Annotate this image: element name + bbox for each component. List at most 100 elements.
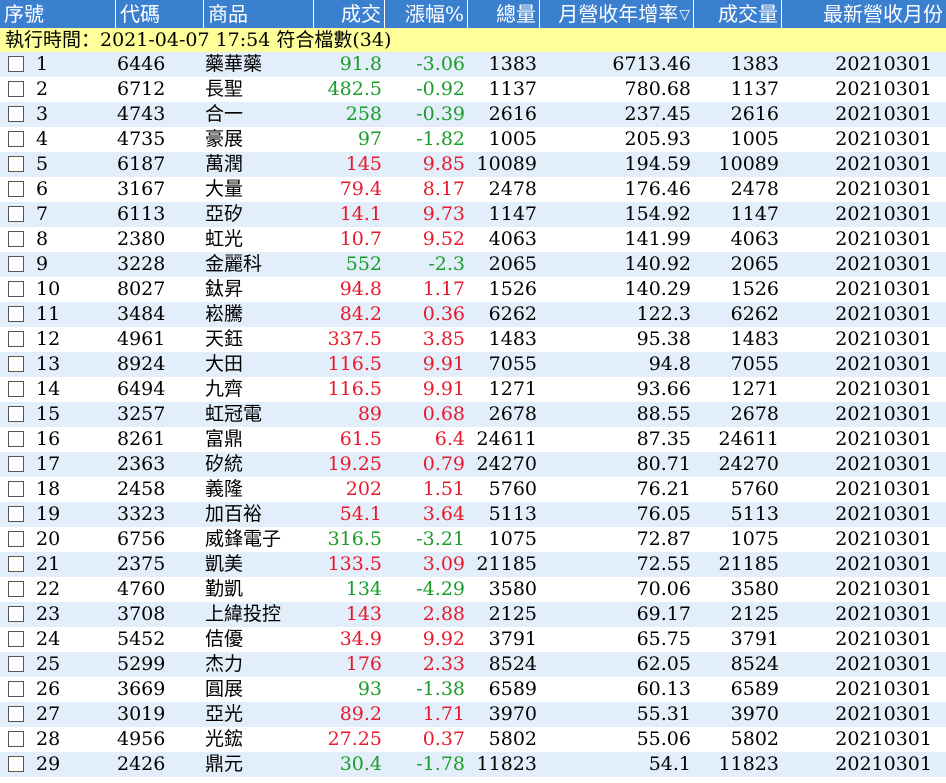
row-latest-month: 20210301 (835, 103, 932, 125)
row-volume: 6589 (488, 678, 537, 700)
row-trade-volume: 1137 (730, 78, 779, 100)
table-row[interactable]: 11 3484 崧騰 84.2 0.36 6262 122.3 6262 20210301 (0, 302, 946, 327)
table-row[interactable]: 3 4743 合一 258 -0.39 2616 237.45 2616 20210301 (0, 102, 946, 127)
row-checkbox[interactable] (8, 731, 24, 747)
table-row[interactable]: 19 3323 加百裕 54.1 3.64 5113 76.05 5113 20210301 (0, 502, 946, 527)
row-checkbox[interactable] (8, 531, 24, 547)
table-row[interactable]: 18 2458 義隆 202 1.51 5760 76.21 5760 20210301 (0, 477, 946, 502)
row-price: 97 (357, 128, 382, 150)
row-checkbox[interactable] (8, 431, 24, 447)
row-checkbox[interactable] (8, 356, 24, 372)
row-revenue-growth: 94.8 (648, 353, 691, 375)
row-revenue-growth: 60.13 (636, 678, 691, 700)
row-checkbox[interactable] (8, 206, 24, 222)
row-price: 94.8 (339, 278, 382, 300)
table-row[interactable]: 24 5452 佶優 34.9 9.92 3791 65.75 3791 20210301 (0, 627, 946, 652)
header-change[interactable]: 漲幅% (385, 0, 468, 28)
row-checkbox[interactable] (8, 56, 24, 72)
table-row[interactable]: 13 8924 大田 116.5 9.91 7055 94.8 7055 20210301 (0, 352, 946, 377)
row-checkbox[interactable] (8, 156, 24, 172)
table-row[interactable]: 12 4961 天鈺 337.5 3.85 1483 95.38 1483 20210301 (0, 327, 946, 352)
table-row[interactable]: 22 4760 勤凱 134 -4.29 3580 70.06 3580 20210301 (0, 577, 946, 602)
row-checkbox[interactable] (8, 506, 24, 522)
header-latest-month[interactable]: 最新營收月份 (782, 0, 946, 28)
row-change: 9.73 (422, 203, 465, 225)
table-row[interactable]: 6 3167 大量 79.4 8.17 2478 176.46 2478 20210301 (0, 177, 946, 202)
table-row[interactable]: 28 4956 光鋐 27.25 0.37 5802 55.06 5802 20210301 (0, 727, 946, 752)
row-checkbox[interactable] (8, 456, 24, 472)
row-latest-month: 20210301 (835, 178, 932, 200)
row-change: 2.88 (422, 603, 465, 625)
table-row[interactable]: 21 2375 凱美 133.5 3.09 21185 72.55 21185 20210301 (0, 552, 946, 577)
row-revenue-growth: 80.71 (636, 453, 691, 475)
table-row[interactable]: 9 3228 金麗科 552 -2.3 2065 140.92 2065 20210301 (0, 252, 946, 277)
row-checkbox[interactable] (8, 131, 24, 147)
header-code-label: 代碼 (120, 2, 160, 26)
row-checkbox[interactable] (8, 631, 24, 647)
row-code: 3669 (117, 678, 166, 700)
row-name: 虹冠電 (205, 403, 263, 425)
table-row[interactable]: 8 2380 虹光 10.7 9.52 4063 141.99 4063 20210301 (0, 227, 946, 252)
row-checkbox[interactable] (8, 706, 24, 722)
table-row[interactable]: 14 6494 九齊 116.5 9.91 1271 93.66 1271 20210301 (0, 377, 946, 402)
header-seq[interactable]: 序號 (0, 0, 116, 28)
table-row[interactable]: 2 6712 長聖 482.5 -0.92 1137 780.68 1137 20210301 (0, 77, 946, 102)
row-checkbox[interactable] (8, 406, 24, 422)
row-volume: 24611 (476, 428, 537, 450)
table-row[interactable]: 4 4735 豪展 97 -1.82 1005 205.93 1005 20210301 (0, 127, 946, 152)
row-volume: 3970 (488, 703, 537, 725)
table-row[interactable]: 25 5299 杰力 176 2.33 8524 62.05 8524 20210301 (0, 652, 946, 677)
header-trade-volume[interactable]: 成交量 (694, 0, 782, 28)
row-name: 光鋐 (205, 728, 244, 750)
row-checkbox[interactable] (8, 481, 24, 497)
header-code[interactable]: 代碼 (116, 0, 204, 28)
row-name: 九齊 (205, 378, 244, 400)
row-name: 大田 (205, 353, 244, 375)
row-checkbox[interactable] (8, 556, 24, 572)
table-row[interactable]: 5 6187 萬潤 145 9.85 10089 194.59 10089 20210301 (0, 152, 946, 177)
row-trade-volume: 5802 (730, 728, 779, 750)
header-price[interactable]: 成交 (314, 0, 385, 28)
header-name[interactable]: 商品 (204, 0, 314, 28)
table-row[interactable]: 15 3257 虹冠電 89 0.68 2678 88.55 2678 20210301 (0, 402, 946, 427)
row-checkbox[interactable] (8, 381, 24, 397)
row-checkbox[interactable] (8, 681, 24, 697)
table-row[interactable]: 7 6113 亞矽 14.1 9.73 1147 154.92 1147 20210301 (0, 202, 946, 227)
row-checkbox[interactable] (8, 581, 24, 597)
row-checkbox[interactable] (8, 656, 24, 672)
table-row[interactable]: 23 3708 上緯投控 143 2.88 2125 69.17 2125 20210301 (0, 602, 946, 627)
table-row[interactable]: 17 2363 矽統 19.25 0.79 24270 80.71 24270 20210301 (0, 452, 946, 477)
table-row[interactable]: 10 8027 鈦昇 94.8 1.17 1526 140.29 1526 20210301 (0, 277, 946, 302)
row-code: 2458 (117, 478, 166, 500)
row-checkbox[interactable] (8, 181, 24, 197)
header-volume[interactable]: 總量 (468, 0, 540, 28)
row-change: 6.4 (434, 428, 465, 450)
header-revenue-growth[interactable]: 月營收年增率▽ (540, 0, 694, 28)
row-checkbox[interactable] (8, 306, 24, 322)
table-row[interactable]: 27 3019 亞光 89.2 1.71 3970 55.31 3970 20210301 (0, 702, 946, 727)
row-change: 9.52 (422, 228, 465, 250)
row-checkbox[interactable] (8, 231, 24, 247)
table-row[interactable]: 16 8261 富鼎 61.5 6.4 24611 87.35 24611 20210301 (0, 427, 946, 452)
table-row[interactable]: 26 3669 圓展 93 -1.38 6589 60.13 6589 20210301 (0, 677, 946, 702)
table-row[interactable]: 20 6756 威鋒電子 316.5 -3.21 1075 72.87 1075 2021030… (0, 527, 946, 552)
header-price-label: 成交 (341, 2, 381, 26)
row-volume: 1137 (488, 78, 537, 100)
row-trade-volume: 2678 (730, 403, 779, 425)
row-volume: 2616 (488, 103, 537, 125)
row-checkbox[interactable] (8, 256, 24, 272)
row-checkbox[interactable] (8, 756, 24, 772)
row-trade-volume: 2478 (730, 178, 779, 200)
row-latest-month: 20210301 (835, 503, 932, 525)
row-revenue-growth: 141.99 (624, 228, 691, 250)
row-checkbox[interactable] (8, 606, 24, 622)
row-checkbox[interactable] (8, 281, 24, 297)
row-checkbox[interactable] (8, 81, 24, 97)
row-latest-month: 20210301 (835, 453, 932, 475)
table-row[interactable]: 1 6446 藥華藥 91.8 -3.06 1383 6713.46 1383 20210301 (0, 52, 946, 77)
row-price: 27.25 (327, 728, 382, 750)
table-row[interactable]: 29 2426 鼎元 30.4 -1.78 11823 54.1 11823 20210301 (0, 752, 946, 777)
row-checkbox[interactable] (8, 106, 24, 122)
row-checkbox[interactable] (8, 331, 24, 347)
row-trade-volume: 24611 (718, 428, 779, 450)
